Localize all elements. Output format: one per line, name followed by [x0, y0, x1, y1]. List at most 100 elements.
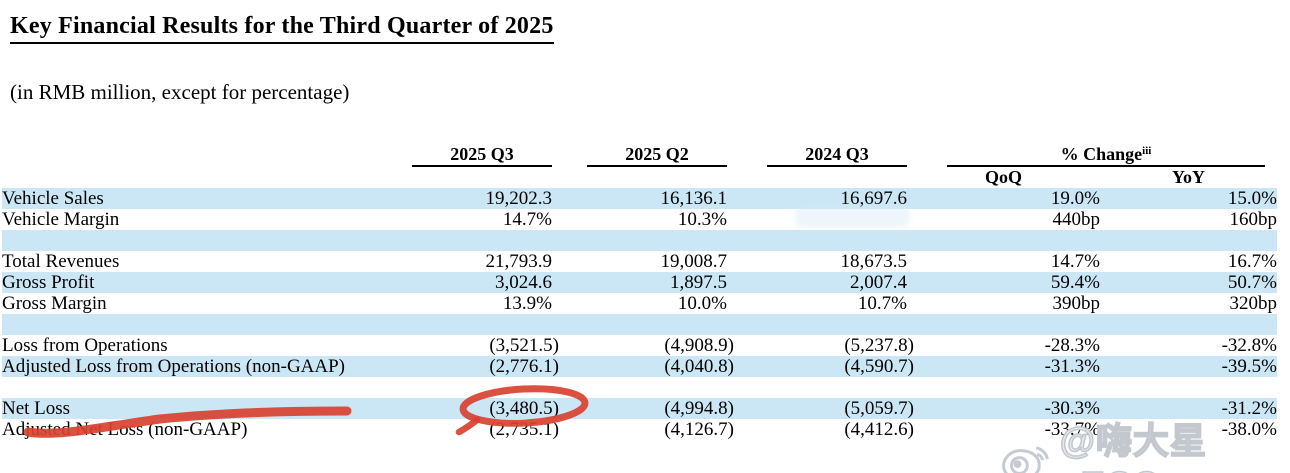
cell-value: (3,480.5)	[385, 398, 559, 419]
table-row: Gross Profit 3,024.6 1,897.5 2,007.4 59.4% 50…	[2, 272, 1277, 293]
row-label: Gross Margin	[2, 293, 107, 314]
spacer-row	[2, 314, 1277, 335]
cell-value: 2,007.4	[727, 272, 907, 293]
cell-value: 19,202.3	[385, 188, 552, 209]
row-label: Loss from Operations	[2, 335, 168, 356]
cell-value: 16,697.6	[727, 188, 907, 209]
cell-value	[907, 377, 1100, 398]
row-label	[2, 230, 385, 251]
cell-value	[552, 377, 727, 398]
table-row: Net Loss (3,480.5) (4,994.8) (5,059.7) -30.3…	[2, 398, 1277, 419]
cell-value	[1100, 314, 1277, 335]
footnote-marker: iii	[1142, 145, 1152, 157]
financial-results-table: 2025 Q3 2025 Q2 2024 Q3 % Changeiii QoQ …	[2, 139, 1277, 440]
cell-value	[385, 230, 552, 251]
cell-value	[907, 314, 1100, 335]
row-label: Vehicle Margin	[2, 209, 120, 230]
cell-value: (4,590.7)	[727, 356, 914, 377]
column-header-2024-q3: 2024 Q3	[767, 144, 907, 167]
cell-value: 10.0%	[677, 293, 727, 314]
column-header-pct-change: % Changeiii	[947, 141, 1265, 167]
cell-value: 10.3%	[677, 209, 727, 230]
cell-value	[1100, 230, 1277, 251]
subheader-row: QoQ YoY	[2, 167, 1277, 188]
cell-value: 1,897.5	[552, 272, 727, 293]
cell-value: -33.7%	[1044, 419, 1100, 440]
column-header-2025-q2: 2025 Q2	[587, 144, 727, 167]
table-row: Total Revenues 21,793.9 19,008.7 18,673.5 14…	[2, 251, 1277, 272]
units-note: (in RMB million, except for percentage)	[10, 80, 350, 104]
cell-value: 3,024.6	[385, 272, 552, 293]
cell-value: 390bp	[1052, 293, 1101, 314]
cell-value: -32.8%	[1221, 335, 1277, 356]
cell-value: (2,776.1)	[385, 356, 559, 377]
table-header: 2025 Q3 2025 Q2 2024 Q3 % Changeiii QoQ …	[2, 139, 1277, 188]
row-label: Adjusted Loss from Operations (non-GAAP)	[2, 356, 385, 377]
cell-value: (4,412.6)	[844, 419, 914, 440]
cell-value	[552, 230, 727, 251]
spacer-row	[2, 377, 1277, 398]
cell-value	[385, 314, 552, 335]
column-header-2025-q3: 2025 Q3	[412, 144, 552, 167]
row-label: Vehicle Sales	[2, 188, 385, 209]
cell-value: 440bp	[1052, 209, 1101, 230]
row-label: Net Loss	[2, 398, 385, 419]
cell-value: 10.7%	[857, 293, 907, 314]
cell-value	[727, 377, 907, 398]
row-label: Gross Profit	[2, 272, 385, 293]
table-row: Adjusted Net Loss (non-GAAP) (2,735.1) (4,…	[2, 419, 1277, 440]
cell-value: (5,237.8)	[844, 335, 914, 356]
cell-value: 18,673.5	[840, 251, 908, 272]
row-label: Adjusted Net Loss (non-GAAP)	[2, 419, 248, 440]
cell-value: 14.7%	[1050, 251, 1100, 272]
empty-header-cell	[2, 139, 385, 167]
cell-value: (4,908.9)	[664, 335, 734, 356]
subheader-yoy: YoY	[1171, 167, 1205, 187]
subheader-qoq: QoQ	[984, 167, 1022, 187]
cell-value	[727, 314, 907, 335]
cell-value: 59.4%	[907, 272, 1100, 293]
cell-value: 320bp	[1229, 293, 1278, 314]
cell-value: 50.7%	[1100, 272, 1277, 293]
cell-value: -39.5%	[1100, 356, 1277, 377]
table-row: Vehicle Sales 19,202.3 16,136.1 16,697.6 19.…	[2, 188, 1277, 209]
cell-value: (4,994.8)	[552, 398, 734, 419]
cell-value: 13.9%	[502, 293, 552, 314]
table-row: Gross Margin 13.9% 10.0% 10.7% 390bp 320bp	[2, 293, 1277, 314]
cell-value: -30.3%	[907, 398, 1100, 419]
cell-value: 14.7%	[502, 209, 552, 230]
cell-value	[385, 377, 552, 398]
cell-value: 16,136.1	[552, 188, 727, 209]
cell-value: 19,008.7	[660, 251, 728, 272]
cell-value	[727, 230, 907, 251]
erased-value-smudge	[795, 206, 910, 228]
cell-value: -38.0%	[1221, 419, 1277, 440]
cell-value: 160bp	[1229, 209, 1278, 230]
cell-value	[1100, 377, 1277, 398]
cell-value: (4,126.7)	[664, 419, 734, 440]
row-label	[2, 377, 385, 398]
cell-value: 19.0%	[907, 188, 1100, 209]
cell-value: (3,521.5)	[489, 335, 559, 356]
cell-value: 21,793.9	[485, 251, 553, 272]
cell-value: (4,040.8)	[552, 356, 734, 377]
spacer-row	[2, 230, 1277, 251]
table-row: Vehicle Margin 14.7% 10.3% 440bp 160bp	[2, 209, 1277, 230]
cell-value: 16.7%	[1227, 251, 1277, 272]
cell-value	[907, 230, 1100, 251]
cell-value: -28.3%	[1044, 335, 1100, 356]
cell-value	[552, 314, 727, 335]
cell-value: 15.0%	[1100, 188, 1277, 209]
table-body: Vehicle Sales 19,202.3 16,136.1 16,697.6 19.…	[2, 188, 1277, 440]
pct-change-label: % Change	[1060, 144, 1143, 164]
table-row: Loss from Operations (3,521.5) (4,908.9) (5…	[2, 335, 1277, 356]
period-header-row: 2025 Q3 2025 Q2 2024 Q3 % Changeiii	[2, 139, 1277, 167]
cell-value: (2,735.1)	[489, 419, 559, 440]
cell-value: -31.3%	[907, 356, 1100, 377]
table-row: Adjusted Loss from Operations (non-GAAP)…	[2, 356, 1277, 377]
cell-value: -31.2%	[1100, 398, 1277, 419]
cell-value: (5,059.7)	[727, 398, 914, 419]
row-label: Total Revenues	[2, 251, 120, 272]
page-title: Key Financial Results for the Third Quar…	[10, 13, 554, 44]
